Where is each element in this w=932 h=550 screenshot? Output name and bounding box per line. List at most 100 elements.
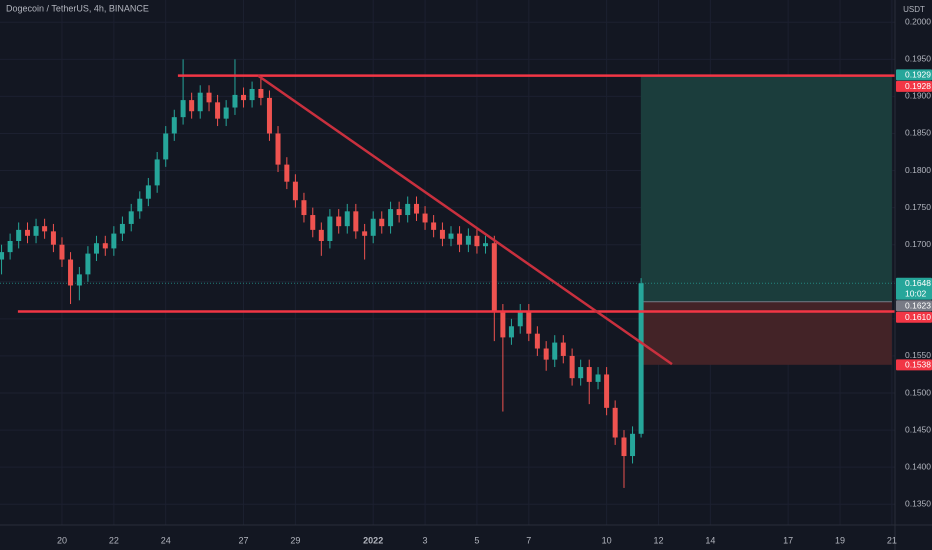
x-tick-label: 2022	[363, 535, 383, 545]
y-tick-label: 0.1950	[905, 54, 931, 64]
price-tag	[896, 69, 932, 81]
candle-body	[310, 215, 316, 230]
candle-body	[266, 97, 272, 134]
candle-body	[482, 243, 488, 247]
x-tick-label: 27	[239, 535, 249, 545]
candle-body	[171, 117, 177, 134]
price-tag-label: 0.1623	[905, 300, 931, 310]
y-unit: USDT	[903, 5, 925, 14]
candle-body	[189, 100, 195, 112]
candle-body	[388, 209, 394, 227]
candle-body	[50, 231, 56, 245]
candle-body	[128, 211, 134, 224]
candle-body	[258, 88, 264, 98]
candle-body	[578, 367, 584, 379]
x-tick-label: 14	[705, 535, 715, 545]
x-tick-label: 10	[602, 535, 612, 545]
candle-body	[526, 311, 532, 334]
price-tag	[896, 80, 932, 92]
candle-body	[604, 374, 610, 408]
candle-body	[362, 231, 368, 236]
candle-body	[543, 348, 549, 360]
price-tag-label: 0.1538	[905, 359, 931, 369]
candle-body	[163, 133, 169, 160]
profit-zone	[640, 75, 892, 302]
candle-body	[517, 311, 523, 327]
y-tick-label: 0.1350	[905, 498, 931, 508]
candle-body	[621, 437, 627, 457]
x-tick-label: 24	[161, 535, 171, 545]
price-tag-label: 0.1610	[905, 312, 931, 322]
candle-body	[612, 407, 618, 438]
candle-body	[241, 94, 247, 101]
candle-body	[586, 367, 592, 382]
x-tick-label: 22	[109, 535, 119, 545]
candle-body	[249, 88, 255, 101]
x-tick-label: 17	[783, 535, 793, 545]
x-tick-label: 19	[835, 535, 845, 545]
x-tick-label: 21	[887, 535, 897, 545]
candle-body	[569, 355, 575, 379]
candle-body	[370, 218, 376, 236]
candle-body	[630, 433, 636, 457]
trend-line	[257, 74, 673, 366]
countdown-label: 10:02	[905, 289, 927, 299]
candle-body	[431, 222, 437, 230]
candle-body	[180, 100, 186, 118]
y-tick-label: 0.2000	[905, 16, 931, 26]
candle-body	[7, 240, 13, 253]
candle-body	[474, 235, 480, 247]
x-tick-label: 20	[57, 535, 67, 545]
price-tag-label: 0.1928	[905, 81, 931, 91]
candle-body	[439, 229, 445, 239]
candle-body	[422, 213, 428, 223]
candle-body	[111, 233, 117, 249]
candle-body	[638, 283, 644, 434]
x-tick-label: 5	[474, 535, 479, 545]
candle-body	[414, 203, 420, 214]
candle-body	[145, 185, 151, 199]
x-tick-label: 29	[290, 535, 300, 545]
candle-body	[344, 211, 350, 227]
candle-body	[301, 200, 307, 216]
candle-body	[206, 92, 212, 103]
candle-body	[491, 243, 497, 312]
price-tag-label: 0.1929	[905, 69, 931, 79]
y-tick-label: 0.1450	[905, 424, 931, 434]
candle-body	[232, 94, 238, 108]
y-tick-label: 0.1800	[905, 165, 931, 175]
candle-body	[16, 229, 22, 241]
candle-body	[85, 253, 91, 275]
price-tag	[896, 277, 932, 300]
candle-body	[223, 107, 229, 119]
candle-body	[448, 233, 454, 239]
price-tag	[896, 300, 932, 312]
candle-body	[353, 211, 359, 232]
price-tag-label: 0.1648	[905, 278, 931, 288]
candle-body	[42, 226, 48, 232]
candle-body	[68, 259, 74, 286]
candle-body	[560, 342, 566, 356]
candle-body	[215, 102, 221, 119]
x-tick-label: 3	[423, 535, 428, 545]
y-tick-label: 0.1700	[905, 239, 931, 249]
candle-body	[534, 333, 540, 349]
y-tick-label: 0.1900	[905, 91, 931, 101]
candle-body	[197, 92, 203, 112]
candle-body	[284, 164, 290, 182]
candle-body	[318, 229, 324, 241]
price-tag	[896, 311, 932, 323]
price-tag	[896, 359, 932, 371]
candle-body	[595, 374, 601, 382]
candle-body	[102, 243, 108, 249]
candle-body	[93, 243, 99, 254]
candle-body	[327, 216, 333, 241]
candle-body	[59, 244, 65, 260]
plot	[0, 59, 932, 488]
candle-body	[336, 216, 342, 227]
candle-body	[137, 198, 143, 212]
candle-body	[405, 203, 411, 216]
y-tick-label: 0.1750	[905, 202, 931, 212]
